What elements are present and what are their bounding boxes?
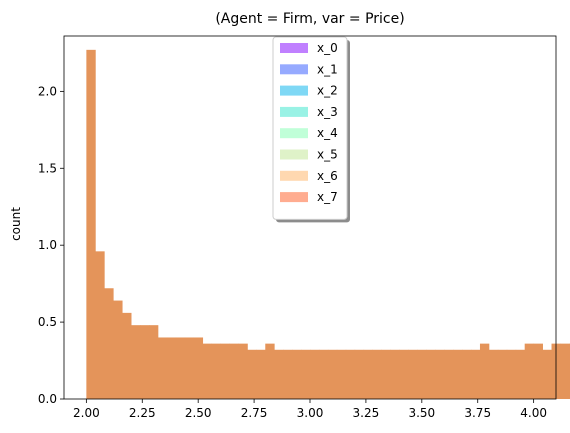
histogram-bar xyxy=(274,349,284,399)
histogram-bar xyxy=(238,343,248,399)
legend-swatch xyxy=(280,85,308,96)
histogram-bar xyxy=(211,343,221,399)
x-axis-ticks: 2.00 2.25 2.50 2.75 3.00 3.25 3.50 3.75 4.00 xyxy=(73,399,547,420)
legend-swatch xyxy=(280,149,308,160)
y-tick-label: 0.0 xyxy=(38,392,57,406)
histogram-bar xyxy=(131,325,141,399)
histogram-bar xyxy=(310,349,320,399)
x-tick-label: 2.25 xyxy=(129,406,156,420)
legend: x_0 x_1 x_2 x_3 x_4 x_5 x_6 x_7 xyxy=(272,36,350,223)
histogram-bar xyxy=(345,349,356,399)
histogram-bar xyxy=(327,349,338,399)
x-tick-label: 3.25 xyxy=(353,406,380,420)
y-tick-label: 0.5 xyxy=(38,315,57,329)
histogram-bar xyxy=(399,349,409,399)
x-tick-label: 3.75 xyxy=(464,406,491,420)
histogram-bar xyxy=(148,325,159,399)
y-tick-label: 1.0 xyxy=(38,238,57,252)
legend-swatch xyxy=(280,106,308,117)
histogram-bar xyxy=(560,343,570,399)
histogram-bar xyxy=(426,349,436,399)
histogram-bar xyxy=(318,349,329,399)
histogram-bar xyxy=(479,343,490,399)
legend-label: x_4 xyxy=(317,126,338,140)
histogram-bar xyxy=(193,337,204,399)
histogram-bar xyxy=(256,349,266,399)
legend-label: x_3 xyxy=(317,105,338,119)
histogram-bar xyxy=(122,312,132,399)
x-tick-label: 2.00 xyxy=(73,406,100,420)
histogram-bar xyxy=(488,349,499,399)
histogram-bar xyxy=(533,343,543,399)
histogram-bar xyxy=(417,349,427,399)
histogram-bar xyxy=(372,349,382,399)
y-axis-ticks: 0.0 0.5 1.0 1.5 2.0 xyxy=(38,84,64,406)
histogram-bar xyxy=(86,49,96,399)
histogram-bar xyxy=(265,343,275,399)
histogram-bar xyxy=(471,349,481,399)
histogram-bar xyxy=(506,349,517,399)
legend-swatch xyxy=(280,64,308,75)
legend-label: x_1 xyxy=(317,62,338,76)
legend-swatch xyxy=(280,170,308,181)
histogram-bar xyxy=(336,349,347,399)
legend-label: x_5 xyxy=(317,148,338,162)
histogram-bar xyxy=(229,343,239,399)
legend-swatch xyxy=(280,192,308,203)
histogram-bar xyxy=(363,349,374,399)
legend-label: x_2 xyxy=(317,84,338,98)
histogram-bar xyxy=(381,349,391,399)
histogram-bar xyxy=(354,349,365,399)
histogram-bar xyxy=(113,300,123,399)
x-tick-label: 3.00 xyxy=(297,406,324,420)
legend-label: x_7 xyxy=(317,190,338,204)
histogram-bar xyxy=(175,337,186,399)
histogram-bar xyxy=(247,349,257,399)
histogram-bar xyxy=(140,325,150,399)
histogram-bar xyxy=(104,288,114,399)
legend-swatch xyxy=(280,43,308,53)
y-tick-label: 1.5 xyxy=(38,161,57,175)
histogram-bar xyxy=(157,337,168,399)
x-tick-label: 2.75 xyxy=(241,406,268,420)
histogram-bar xyxy=(497,349,508,399)
histogram-bar xyxy=(220,343,230,399)
histogram-bar xyxy=(283,349,293,399)
histogram-bar xyxy=(515,349,526,399)
histogram-bar xyxy=(202,343,212,399)
histogram-bar xyxy=(390,349,400,399)
histogram-bar xyxy=(166,337,177,399)
legend-swatch xyxy=(280,128,308,139)
x-tick-label: 2.50 xyxy=(185,406,212,420)
legend-label: x_6 xyxy=(317,169,338,183)
histogram-bar xyxy=(435,349,445,399)
chart-title: (Agent = Firm, var = Price) xyxy=(215,11,404,27)
histogram-bar xyxy=(542,349,552,399)
legend-label: x_0 xyxy=(317,41,338,55)
histogram-bar xyxy=(184,337,195,399)
histogram-bar xyxy=(408,349,418,399)
histogram-bar xyxy=(462,349,472,399)
histogram-bar xyxy=(524,343,535,399)
y-axis-label: count xyxy=(9,207,23,241)
histogram-bar xyxy=(292,349,302,399)
histogram-bar xyxy=(444,349,454,399)
histogram-bar xyxy=(95,251,105,399)
histogram-bar xyxy=(301,349,311,399)
x-tick-label: 4.00 xyxy=(520,406,547,420)
y-tick-label: 2.0 xyxy=(38,84,57,98)
histogram-bar xyxy=(453,349,463,399)
x-tick-label: 3.50 xyxy=(408,406,435,420)
